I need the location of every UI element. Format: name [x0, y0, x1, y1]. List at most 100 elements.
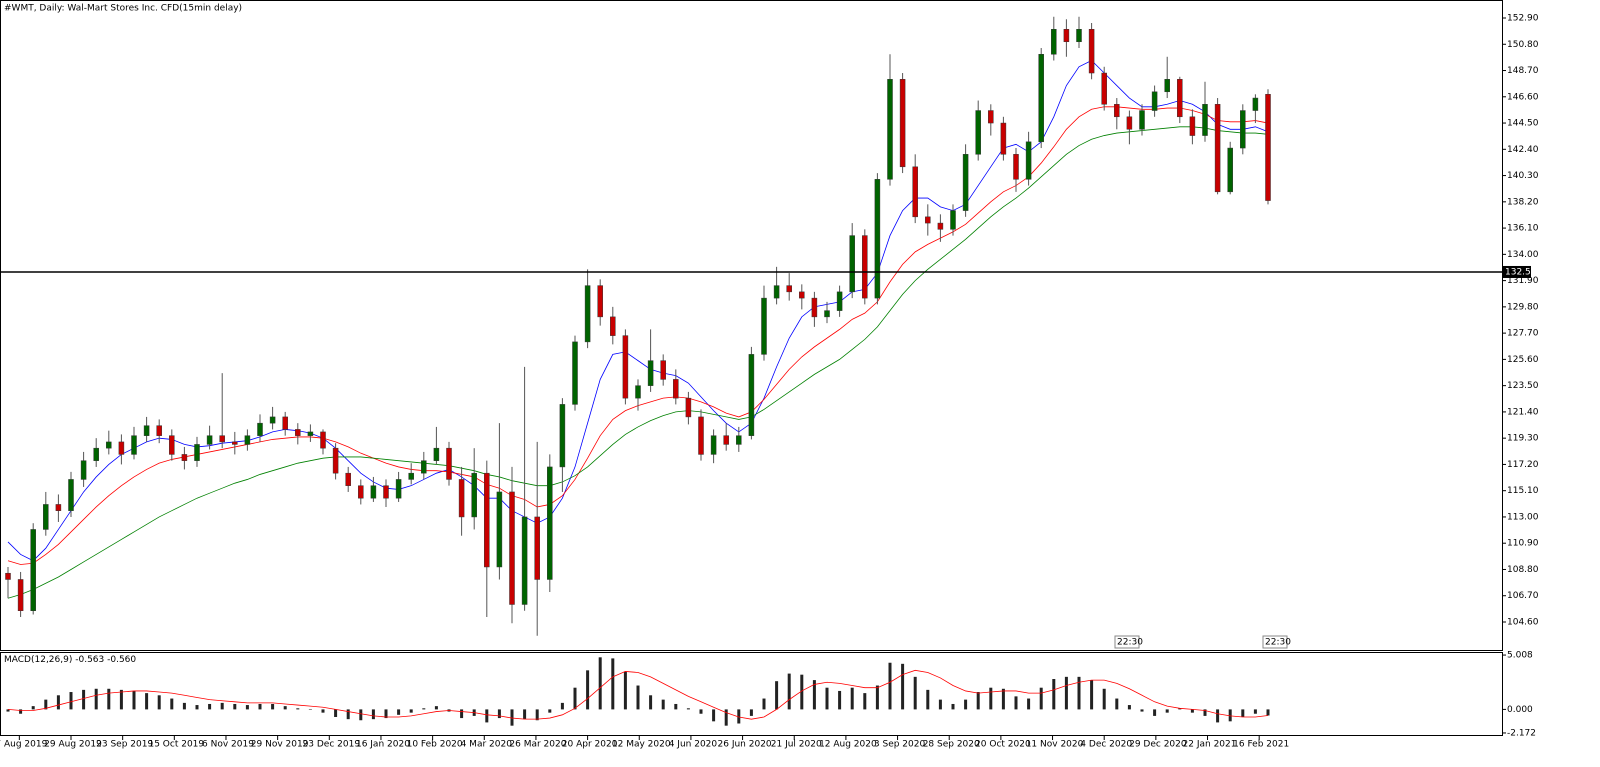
- x-tick-label: 29 Dec 2020: [1129, 740, 1187, 750]
- candle-body: [143, 425, 150, 436]
- x-tick-label: 12 May 2020: [612, 740, 671, 750]
- x-tick-label: 10 Feb 2020: [407, 740, 463, 750]
- candle-body: [1063, 29, 1070, 43]
- macd-bar: [245, 705, 249, 710]
- x-tick-label: 28 Sep 2020: [923, 740, 980, 750]
- candle-body: [131, 435, 137, 455]
- candle-body: [446, 447, 452, 480]
- candle-body: [761, 297, 767, 355]
- candle-body: [181, 454, 188, 461]
- macd-bar: [1052, 679, 1056, 710]
- candle-body: [710, 435, 717, 455]
- macd-bar: [548, 709, 552, 713]
- macd-bar: [989, 687, 993, 710]
- x-tick-label: 4 Jun 2020: [669, 740, 718, 750]
- x-tick-label: 21 Jul 2020: [771, 740, 822, 750]
- x-tick-label: 7 Aug 2019: [0, 740, 48, 750]
- candle-body: [496, 491, 503, 568]
- price-panel: [0, 0, 1503, 651]
- candle-body: [962, 154, 969, 211]
- macd-bar: [938, 699, 942, 710]
- macd-bar: [1228, 709, 1232, 722]
- macd-bar: [838, 690, 842, 710]
- macd-bar: [724, 709, 728, 726]
- moving-average: [7, 60, 1269, 562]
- candle-body: [1139, 110, 1145, 130]
- candle-body: [521, 516, 528, 605]
- y-tick-label: 134.00: [1507, 250, 1539, 260]
- macd-bar: [69, 692, 73, 710]
- macd-bar: [6, 709, 10, 712]
- macd-bar: [812, 680, 816, 710]
- candle-body: [635, 385, 641, 399]
- candle-body: [975, 110, 981, 155]
- candle-body: [1164, 79, 1170, 93]
- candle-body: [421, 460, 427, 474]
- candle-body: [849, 235, 855, 293]
- macd-bar: [195, 705, 199, 710]
- macd-name: MACD(12,26,9): [4, 655, 72, 665]
- macd-bar: [1039, 687, 1043, 710]
- candle-body: [1252, 97, 1259, 111]
- x-tick-label: 15 Oct 2019: [148, 740, 204, 750]
- macd-bar: [1090, 680, 1094, 710]
- macd-bar: [258, 703, 262, 710]
- x-tick-label: 26 Mar 2020: [509, 740, 566, 750]
- macd-bar: [157, 695, 161, 710]
- y-tick-label: 129.80: [1507, 302, 1539, 312]
- candle-body: [925, 216, 931, 224]
- macd-bar: [686, 708, 690, 710]
- macd-bar: [233, 703, 237, 710]
- macd-bar: [712, 709, 716, 722]
- y-tick-label: 125.60: [1507, 355, 1539, 365]
- macd-bar: [94, 688, 98, 710]
- y-tick-label: 127.70: [1507, 329, 1539, 339]
- candle-body: [572, 341, 578, 405]
- macd-bar: [107, 688, 111, 710]
- macd-bar: [19, 709, 23, 714]
- candle-body: [370, 485, 377, 499]
- candle-body: [55, 504, 62, 511]
- macd-bar: [1077, 676, 1081, 710]
- y-tick-label: 117.20: [1507, 460, 1539, 470]
- macd-bar: [825, 687, 829, 710]
- macd-bar: [523, 709, 527, 720]
- macd-bar: [1014, 696, 1018, 710]
- candle-body: [206, 435, 213, 445]
- candle-body: [156, 425, 162, 436]
- y-tick-label: -2.172: [1507, 728, 1536, 738]
- candle-body: [106, 441, 112, 449]
- macd-bar: [888, 662, 892, 710]
- macd-bar: [384, 709, 388, 719]
- macd-bar: [1266, 709, 1270, 716]
- candle-body: [244, 435, 251, 445]
- y-tick-label: 119.30: [1507, 434, 1539, 444]
- signal-value: -0.560: [107, 655, 136, 665]
- macd-bar: [208, 703, 212, 710]
- x-tick-label: 4 Dec 2020: [1080, 740, 1132, 750]
- y-tick-label: 110.90: [1507, 539, 1539, 549]
- macd-bar: [951, 703, 955, 710]
- macd-bar: [170, 698, 174, 710]
- macd-bar: [422, 708, 426, 710]
- macd-bar: [434, 706, 438, 710]
- x-tick-label: 12 Aug 2020: [819, 740, 877, 750]
- macd-bar: [560, 702, 564, 710]
- y-tick-label: 113.00: [1507, 512, 1539, 522]
- time-label: 22:30: [1117, 638, 1143, 648]
- candle-body: [685, 397, 692, 418]
- x-tick-label: 23 Sep 2019: [96, 740, 153, 750]
- y-tick-label: 104.60: [1507, 617, 1539, 627]
- x-tick-label: 29 Aug 2019: [44, 740, 102, 750]
- candle-body: [912, 166, 918, 218]
- macd-bar: [1216, 709, 1220, 723]
- candle-body: [1202, 104, 1208, 136]
- candle-body: [282, 416, 288, 430]
- candle-body: [1189, 116, 1196, 136]
- x-tick-label: 23 Dec 2019: [303, 740, 361, 750]
- candle-body: [647, 360, 654, 386]
- candle-body: [937, 222, 944, 230]
- candle-body: [862, 235, 868, 299]
- y-tick-label: 121.40: [1507, 407, 1539, 417]
- candle-body: [547, 466, 553, 580]
